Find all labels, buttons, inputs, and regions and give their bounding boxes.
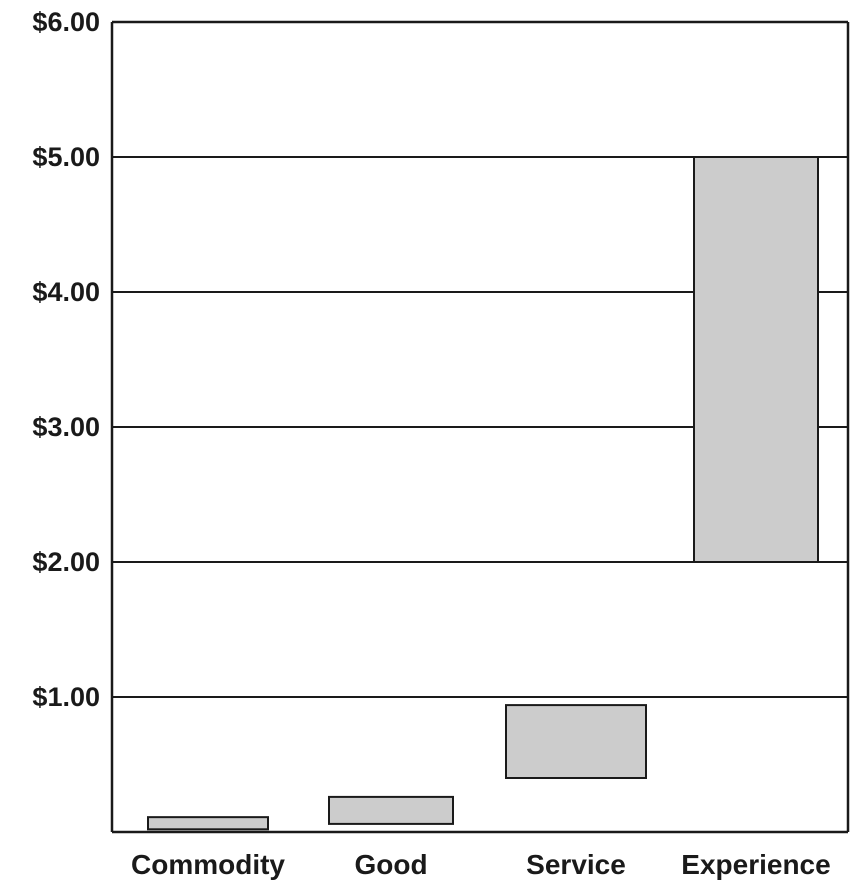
bar-experience: [693, 156, 819, 563]
bar-service: [505, 704, 647, 779]
y-tick-label-4: $4.00: [32, 277, 100, 307]
x-category-label-commodity: Commodity: [131, 849, 285, 880]
x-category-label-experience: Experience: [681, 849, 830, 880]
y-axis-tick-labels: $1.00 $2.00 $3.00 $4.00 $5.00 $6.00: [32, 7, 100, 712]
x-category-label-service: Service: [526, 849, 626, 880]
plot-frame: [110, 20, 850, 834]
y-tick-label-3: $3.00: [32, 412, 100, 442]
y-tick-label-2: $2.00: [32, 547, 100, 577]
y-tick-label-5: $5.00: [32, 142, 100, 172]
y-tick-label-6: $6.00: [32, 7, 100, 37]
bars: [147, 156, 819, 831]
x-axis-category-labels: Commodity Good Service Experience: [131, 849, 831, 880]
y-tick-label-1: $1.00: [32, 682, 100, 712]
bar-good: [328, 795, 454, 825]
bar-commodity: [147, 816, 269, 831]
x-category-label-good: Good: [354, 849, 427, 880]
